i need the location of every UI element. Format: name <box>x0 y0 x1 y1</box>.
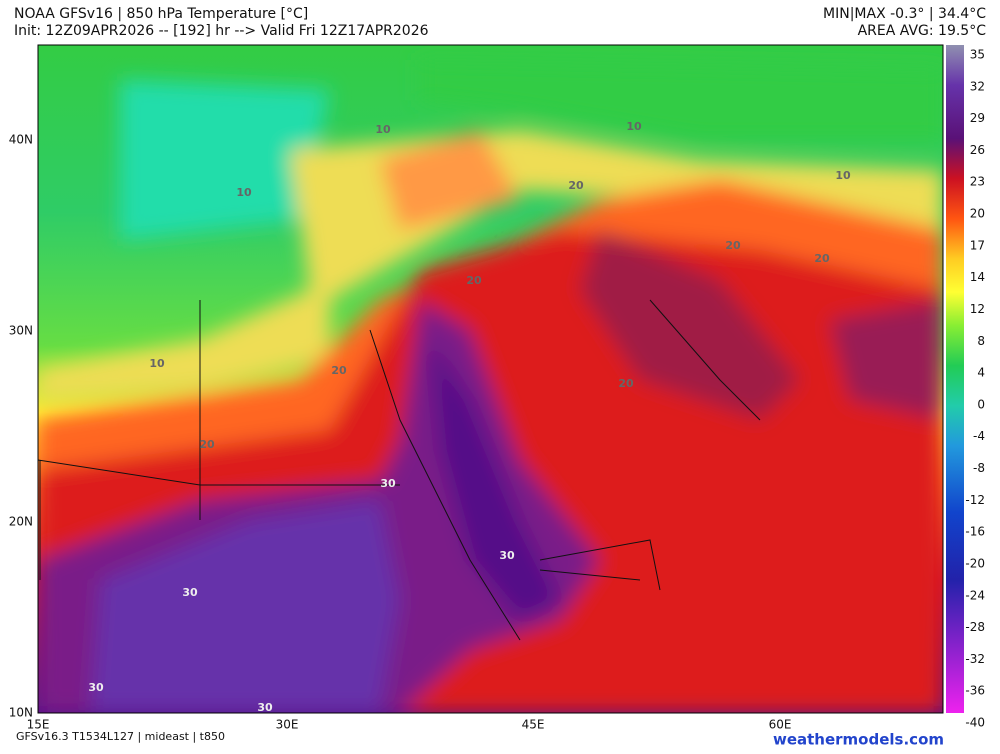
colorbar-label: -24 <box>965 588 985 602</box>
colorbar-label: 12 <box>970 302 985 316</box>
contour-label: 10 <box>236 186 252 199</box>
contour-label: 30 <box>380 477 396 490</box>
colorbar-label: 20 <box>970 207 985 221</box>
contour-label: 30 <box>257 701 273 714</box>
colorbar-label: -36 <box>965 684 985 698</box>
subtitle: Init: 12Z09APR2026 -- [192] hr --> Valid… <box>14 23 429 39</box>
colorbar-label: 4 <box>977 366 985 380</box>
colorbar-label: -32 <box>965 652 985 666</box>
title: NOAA GFSv16 | 850 hPa Temperature [°C] <box>14 6 308 22</box>
colorbar-label: -4 <box>973 429 985 443</box>
contour-label: 20 <box>814 252 830 265</box>
colorbar-label: -12 <box>965 493 985 507</box>
contour-label: 10 <box>149 357 165 370</box>
contour-label: 30 <box>499 549 515 562</box>
colorbar-label: 35 <box>970 48 985 62</box>
contour-label: 30 <box>88 681 104 694</box>
latitude-label: 10N <box>9 706 33 720</box>
contour-label: 30 <box>182 586 198 599</box>
area-average: AREA AVG: 19.5°C <box>858 23 987 39</box>
map-frame <box>37 44 944 714</box>
map-field <box>38 45 943 713</box>
contour-label: 10 <box>626 120 642 133</box>
longitude-label: 15E <box>27 718 50 732</box>
longitude-label: 60E <box>769 718 792 732</box>
colorbar-label: 23 <box>970 175 985 189</box>
contour-label: 20 <box>618 377 634 390</box>
longitude-label: 45E <box>522 718 545 732</box>
contour-label: 20 <box>199 438 215 451</box>
min-max: MIN|MAX -0.3° | 34.4°C <box>823 6 986 22</box>
latitude-label: 40N <box>9 133 33 147</box>
colorbar-label: 26 <box>970 143 985 157</box>
colorbar-label: -28 <box>965 620 985 634</box>
colorbar-label: 32 <box>970 79 985 93</box>
colorbar-label: 8 <box>977 334 985 348</box>
longitude-label: 30E <box>276 718 299 732</box>
colorbar-label: 14 <box>970 270 985 284</box>
colorbar-label: -20 <box>965 556 985 570</box>
contour-label: 20 <box>725 239 741 252</box>
colorbar-label: 29 <box>970 111 985 125</box>
model-info: GFSv16.3 T1534L127 | mideast | t850 <box>16 730 225 743</box>
contour-label: 10 <box>835 169 851 182</box>
colorbar-label: -40 <box>965 716 985 730</box>
latitude-label: 20N <box>9 515 33 529</box>
contour-label: 20 <box>568 179 584 192</box>
colorbar-label: -8 <box>973 461 985 475</box>
colorbar <box>946 45 964 713</box>
colorbar-label: 17 <box>970 238 985 252</box>
colorbar-label: 0 <box>977 397 985 411</box>
brand: weathermodels.com <box>773 731 944 749</box>
contour-label: 20 <box>466 274 482 287</box>
latitude-label: 30N <box>9 324 33 338</box>
contour-label: 10 <box>375 123 391 136</box>
colorbar-label: -16 <box>965 525 985 539</box>
contour-label: 20 <box>331 364 347 377</box>
